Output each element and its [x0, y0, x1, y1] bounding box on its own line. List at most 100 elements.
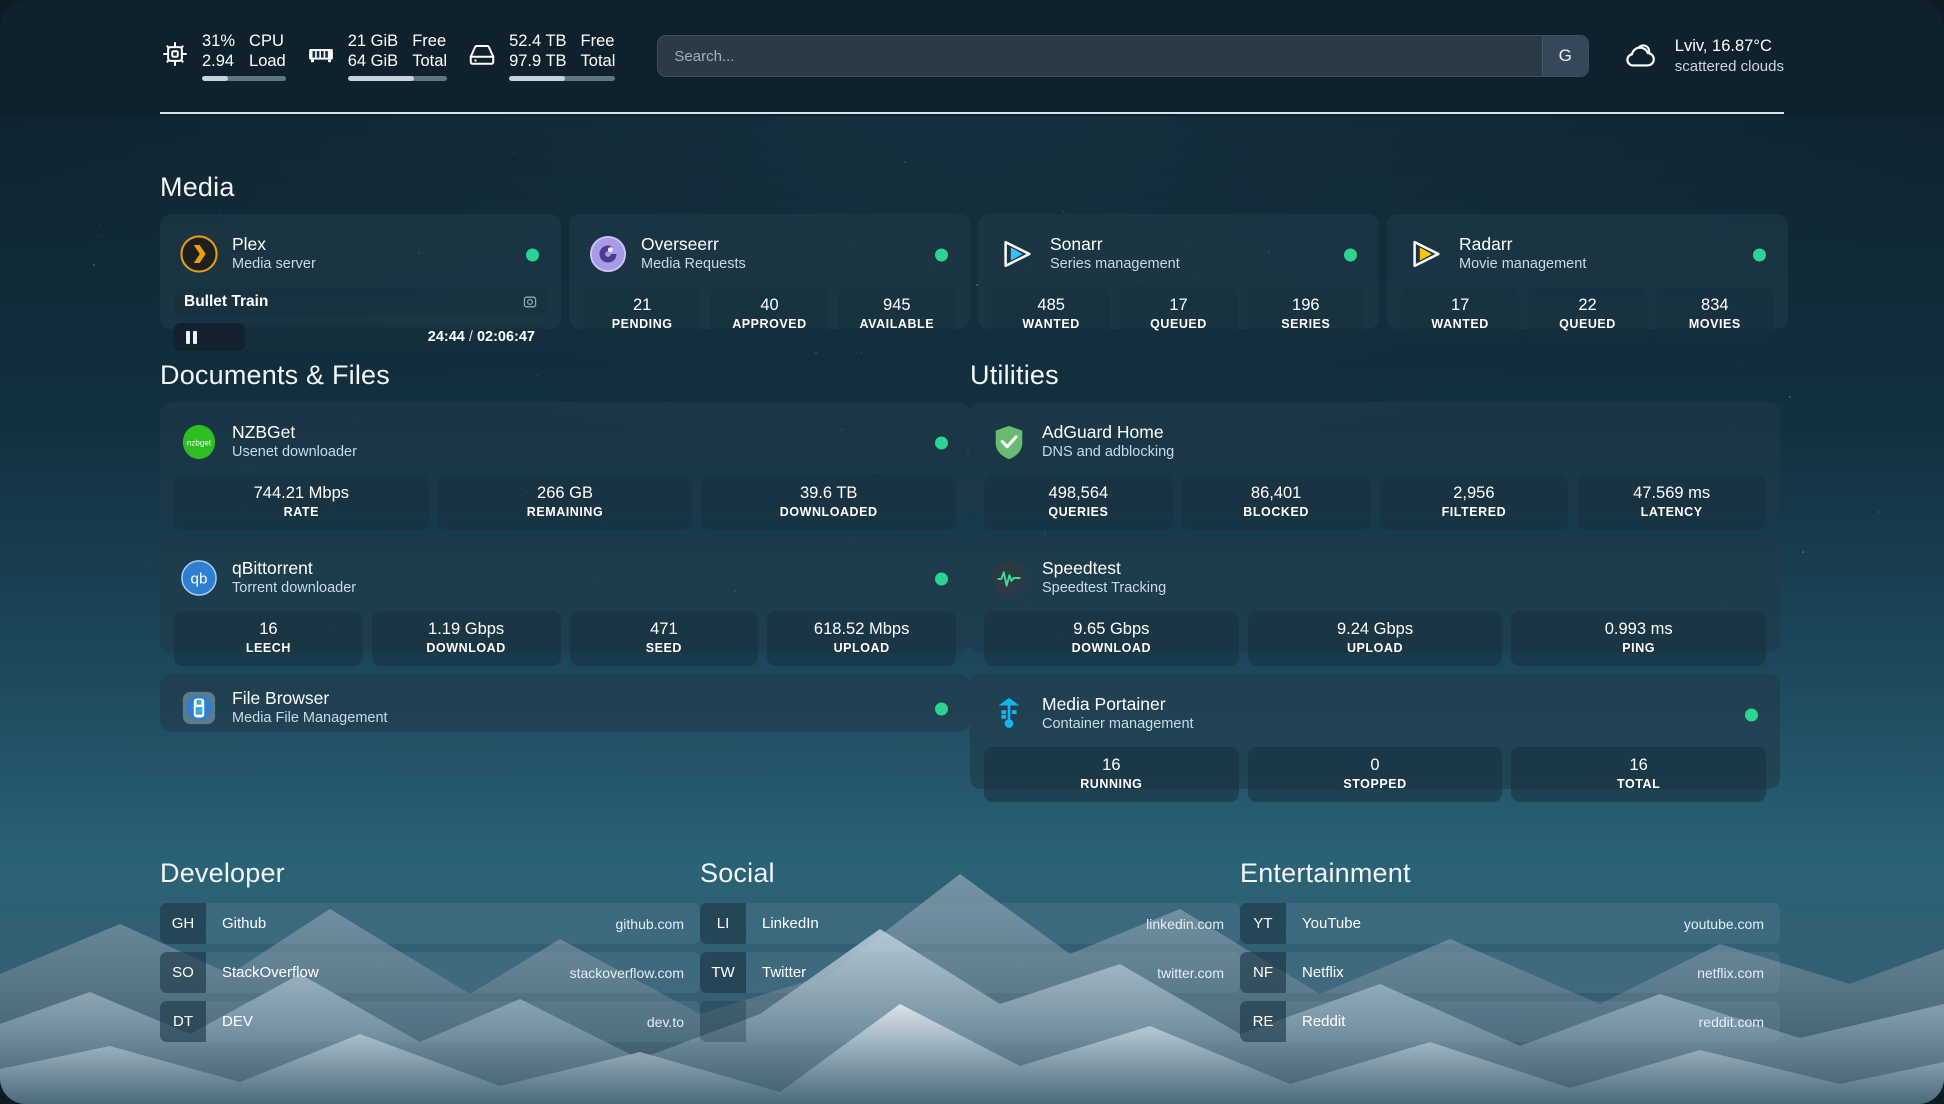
stat-tile: 22 QUEUED	[1528, 287, 1647, 342]
cast-icon[interactable]	[522, 294, 538, 310]
nzbget-status-dot	[935, 436, 948, 449]
stat-tile: 40 APPROVED	[710, 287, 829, 342]
service-card-qbittorrent[interactable]: qb qBittorrent Torrent downloader 16 LEE…	[160, 538, 970, 666]
bookmark-item-twitter[interactable]: TW Twitter twitter.com	[700, 952, 1240, 993]
bookmark-item-empty[interactable]	[700, 1001, 1240, 1042]
sonarr-status-dot	[1344, 248, 1357, 261]
bookmark-url: youtube.com	[1683, 915, 1764, 932]
documents-section-title: Documents & Files	[160, 360, 390, 390]
cpu-icon	[163, 42, 187, 66]
stat-label: RATE	[283, 505, 319, 519]
plex-icon	[180, 234, 218, 273]
search-input[interactable]	[658, 36, 1542, 76]
mountain-silhouette	[0, 874, 1944, 1104]
bookmark-item-reddit[interactable]: RE Reddit reddit.com	[1240, 1001, 1780, 1042]
plex-progress-fill	[174, 323, 245, 351]
service-card-overseerr[interactable]: Overseerr Media Requests 21 PENDING 40 A…	[569, 214, 970, 342]
memory-value-bottom: 64 GiB	[347, 52, 399, 70]
stat-label: QUEUED	[1150, 317, 1207, 331]
pause-icon[interactable]	[186, 330, 197, 344]
nzbget-title: NZBGet	[232, 422, 296, 442]
stat-tile: 266 GB REMAINING	[437, 475, 693, 530]
bookmark-item-stackoverflow[interactable]: SO StackOverflow stackoverflow.com	[160, 952, 700, 993]
stat-tile: 21 PENDING	[583, 287, 702, 342]
stat-value: 21	[632, 296, 652, 314]
qbittorrent-icon: qb	[181, 559, 217, 596]
stat-label: WANTED	[1431, 317, 1489, 331]
system-stat-cpu: 31% 2.94 CPU Load	[160, 31, 306, 81]
service-card-plex[interactable]: Plex Media server Bullet Train 24:44 /	[160, 214, 561, 351]
nzbget-stats: 744.21 Mbps RATE 266 GB REMAINING 39.6 T…	[174, 475, 957, 530]
bookmark-item-youtube[interactable]: YT YouTube youtube.com	[1240, 903, 1780, 944]
sonarr-subtitle: Series management	[1050, 256, 1180, 272]
search-engine-button[interactable]: G	[1541, 36, 1588, 76]
radarr-icon	[1413, 240, 1440, 267]
adguard-stats: 498,564 QUERIES 86,401 BLOCKED 2,956 FIL…	[984, 475, 1766, 530]
speedtest-stats: 9.65 Gbps DOWNLOAD 9.24 Gbps UPLOAD 0.99…	[984, 611, 1767, 666]
service-card-portainer[interactable]: Media Portainer Container management 16 …	[970, 674, 1780, 802]
service-card-nzbget[interactable]: nzbget NZBGet Usenet downloader 744.21 M…	[160, 402, 970, 530]
bookmark-abbr: RE	[1240, 1001, 1286, 1042]
disk-value-top: 52.4 TB	[509, 32, 567, 50]
stat-label: QUEUED	[1559, 317, 1616, 331]
plex-progress-bar[interactable]: 24:44 / 02:06:47	[174, 323, 547, 351]
bookmark-abbr: GH	[160, 903, 206, 944]
social-section-title: Social	[700, 858, 775, 888]
adguard-icon	[995, 425, 1023, 459]
stat-label: SEED	[645, 641, 682, 655]
stat-label: PENDING	[611, 317, 673, 331]
stat-value: 834	[1701, 296, 1729, 314]
sonarr-title: Sonarr	[1050, 234, 1103, 254]
stat-value: 39.6 TB	[799, 484, 858, 502]
service-card-sonarr[interactable]: Sonarr Series management 485 WANTED 17 Q…	[978, 214, 1379, 342]
stat-value: 618.52 Mbps	[813, 620, 910, 638]
stat-tile: 744.21 Mbps RATE	[174, 475, 429, 530]
stat-label: MOVIES	[1688, 317, 1741, 331]
plex-now-playing-title: Bullet Train	[184, 293, 269, 310]
sonarr-icon	[1004, 240, 1031, 267]
stat-label: DOWNLOAD	[1071, 641, 1152, 655]
qbittorrent-subtitle: Torrent downloader	[232, 580, 357, 596]
bookmark-item-dev[interactable]: DT DEV dev.to	[160, 1001, 700, 1042]
bookmark-abbr: DT	[160, 1001, 206, 1042]
service-card-adguard[interactable]: AdGuard Home DNS and adblocking 498,564 …	[970, 402, 1780, 530]
stat-value: 16	[1629, 756, 1648, 774]
service-card-filebrowser[interactable]: File Browser Media File Management	[160, 674, 970, 732]
stat-tile: 0.993 ms PING	[1511, 611, 1767, 666]
service-card-radarr[interactable]: Radarr Movie management 17 WANTED 22 QUE…	[1387, 214, 1788, 342]
cpu-value-top: 31%	[202, 32, 236, 50]
weather-widget[interactable]: Lviv, 16.87°C scattered clouds	[1611, 36, 1784, 77]
bookmark-abbr: TW	[700, 952, 746, 993]
service-card-speedtest[interactable]: Speedtest Speedtest Tracking 9.65 Gbps D…	[970, 538, 1780, 666]
bookmark-name: Netflix	[1302, 964, 1344, 981]
qbittorrent-status-dot	[935, 572, 948, 585]
stat-value: 498,564	[1048, 484, 1109, 502]
stat-tile: 2,956 FILTERED	[1379, 475, 1569, 530]
search-box[interactable]: G	[657, 35, 1589, 77]
portainer-stats: 16 RUNNING 0 STOPPED 16 TOTAL	[984, 747, 1767, 802]
stat-tile: 16 RUNNING	[984, 747, 1239, 802]
stat-value: 16	[1102, 756, 1121, 774]
qbittorrent-title: qBittorrent	[232, 558, 313, 578]
bookmark-abbr	[700, 1001, 746, 1042]
bookmark-item-netflix[interactable]: NF Netflix netflix.com	[1240, 952, 1780, 993]
stat-value: 9.65 Gbps	[1073, 620, 1150, 638]
stat-tile: 0 STOPPED	[1247, 747, 1503, 802]
bookmark-item-linkedin[interactable]: LI LinkedIn linkedin.com	[700, 903, 1240, 944]
stat-label: UPLOAD	[1346, 641, 1404, 655]
search-engine-label: G	[1558, 46, 1572, 65]
bookmark-abbr: LI	[700, 903, 746, 944]
stat-tile: 196 SERIES	[1246, 287, 1365, 342]
dashboard-content: Media Plex Media server Bullet Train	[160, 116, 1788, 1104]
bookmark-group-entertainment: Entertainment YT YouTube youtube.com NF …	[1240, 858, 1780, 1042]
plex-title: Plex	[232, 234, 267, 254]
bookmark-abbr: NF	[1240, 952, 1286, 993]
stat-tile: 1.19 Gbps DOWNLOAD	[371, 611, 561, 666]
plex-now-playing-title-bar: Bullet Train	[174, 287, 547, 317]
memory-icon	[308, 49, 333, 63]
stat-tile: 16 LEECH	[174, 611, 363, 666]
stat-tile: 9.65 Gbps DOWNLOAD	[984, 611, 1239, 666]
stat-label: PING	[1622, 641, 1656, 655]
bookmark-item-github[interactable]: GH Github github.com	[160, 903, 700, 944]
bookmark-name: Github	[222, 915, 267, 932]
